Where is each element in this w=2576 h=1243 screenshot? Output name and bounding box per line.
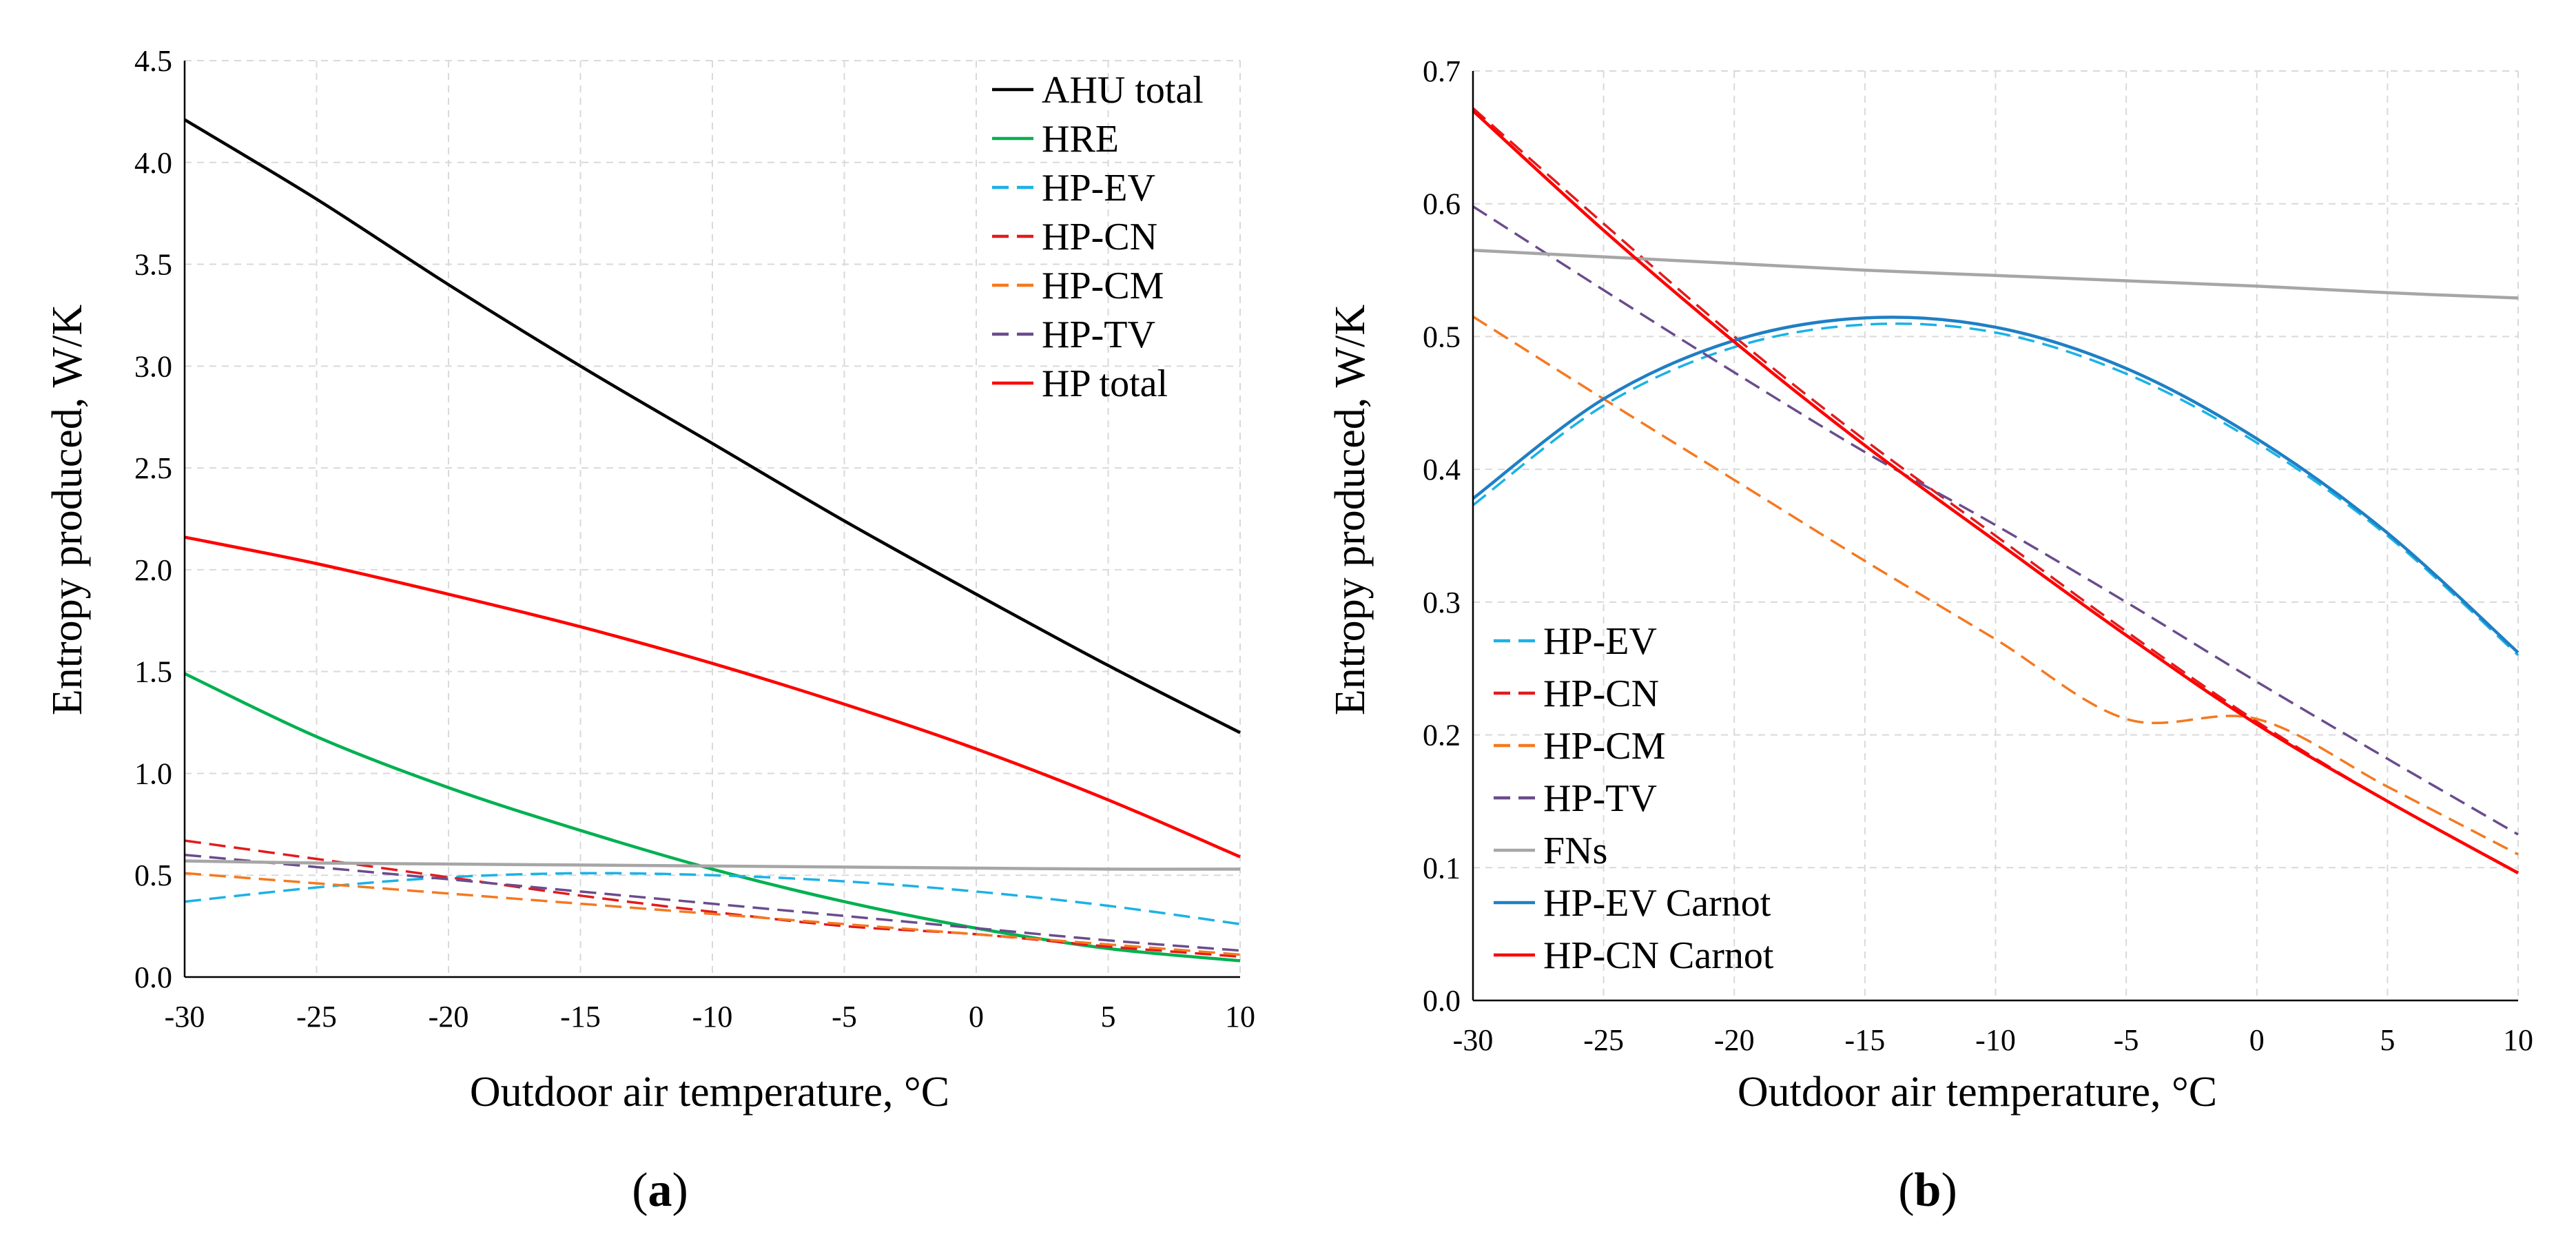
panel-a-x-tick-label: -30 — [165, 1000, 205, 1034]
panel-b-legend-label-fns: FNs — [1543, 830, 1607, 872]
panel-a-caption: (a) — [632, 1164, 688, 1217]
panel-a-y-tick-label: 0.5 — [134, 859, 172, 892]
panel-a-series-fns-line — [184, 859, 1241, 871]
panel-a-y-tick-label: 1.0 — [134, 757, 172, 790]
panel-b-y-tick-label: 0.1 — [1423, 851, 1461, 885]
panel-b-x-tick-labels: -30 -25 -20 -15 -10 -5 0 5 10 — [1453, 1023, 2533, 1057]
panel-b-legend-label-hp-cm: HP-CM — [1543, 725, 1665, 768]
panel-a-legend-label-hp-cn: HP-CN — [1042, 216, 1157, 258]
panel-b-y-tick-label: 0.6 — [1423, 187, 1461, 221]
panel-b-legend-label-hp-ev-carnot: HP-EV Carnot — [1543, 882, 1771, 925]
panel-b-y-tick-label: 0.2 — [1423, 719, 1461, 752]
panel-b-legend-label-hp-tv: HP-TV — [1543, 777, 1657, 820]
panel-a-x-tick-label: -20 — [429, 1000, 469, 1034]
panel-a-x-tick-label: -10 — [692, 1000, 733, 1034]
panel-a-x-tick-label: 0 — [969, 1000, 984, 1034]
panel-a-legend: AHU total HRE HP-EV HP-CN HP-CM HP-TV HP total — [992, 69, 1204, 405]
panel-a-chart: 0.0 0.5 1.0 1.5 2.0 2.5 3.0 3.5 4.0 4.5 -30 -25 -20… — [44, 44, 1255, 1217]
panel-b-series-fns-line — [1472, 248, 2519, 300]
panel-a-x-tick-label: -15 — [560, 1000, 601, 1034]
panel-b-y-tick-label: 0.0 — [1423, 984, 1461, 1018]
panel-b-x-tick-label: -30 — [1453, 1023, 1494, 1057]
panel-a-x-axis-label: Outdoor air temperature, °C — [470, 1069, 949, 1116]
panel-a-x-tick-label: 10 — [1225, 1000, 1255, 1034]
panel-a-series-ahu-total-line — [183, 118, 1241, 734]
panel-b-x-tick-label: 5 — [2380, 1023, 2395, 1057]
panel-a-y-axis-label: Entropy produced, W/K — [44, 305, 91, 716]
panel-b-legend-label-hp-ev: HP-EV — [1543, 620, 1657, 663]
panel-b-legend: HP-EV HP-CN HP-CM HP-TV FNs HP-EV Carnot HP-CN… — [1494, 620, 1774, 977]
panel-a-y-tick-label: 4.0 — [134, 146, 172, 180]
panel-a-x-tick-label: -25 — [296, 1000, 337, 1034]
panel-b-y-tick-label: 0.4 — [1423, 453, 1461, 486]
panel-a-gridlines — [185, 60, 1241, 977]
panel-a-y-tick-label: 1.5 — [134, 655, 172, 689]
panel-a-y-tick-label: 2.5 — [134, 451, 172, 485]
panel-b-x-axis-label: Outdoor air temperature, °C — [1738, 1069, 2217, 1116]
panel-b-series-hp-cn-carnot-line — [1472, 110, 2520, 874]
panel-b-x-tick-label: -5 — [2114, 1023, 2139, 1057]
panel-a-x-tick-label: 5 — [1101, 1000, 1116, 1034]
panel-a-legend-label-hp-total: HP total — [1042, 362, 1168, 405]
panel-b-legend-label-hp-cn-carnot: HP-CN Carnot — [1543, 934, 1774, 977]
panel-a-series-hp-total-line — [184, 535, 1241, 859]
panel-a-y-tick-label: 3.0 — [134, 349, 172, 383]
panel-a-series-hp-cm-line — [184, 872, 1241, 956]
panel-b-y-axis-label: Entropy produced, W/K — [1327, 305, 1374, 716]
panel-a-legend-label-hre: HRE — [1042, 118, 1119, 161]
panel-b-caption: (b) — [1898, 1164, 1957, 1217]
panel-a-legend-label-hp-ev: HP-EV — [1042, 167, 1155, 209]
panel-b-series-hp-cm-line — [1472, 316, 2519, 856]
panel-b-x-tick-label: 10 — [2503, 1023, 2533, 1057]
panel-b-x-tick-label: -10 — [1975, 1023, 2016, 1057]
panel-a-y-tick-labels: 0.0 0.5 1.0 1.5 2.0 2.5 3.0 3.5 4.0 4.5 — [134, 44, 172, 994]
panel-b-chart: 0.0 0.1 0.2 0.3 0.4 0.5 0.6 0.7 -30 -25 -20 -15 -10… — [1327, 54, 2533, 1217]
panel-b-series-group — [1472, 107, 2520, 874]
panel-b-x-tick-label: 0 — [2249, 1023, 2265, 1057]
panel-b-gridlines — [1473, 70, 2519, 1000]
panel-a-series-group — [183, 118, 1241, 963]
panel-a-legend-label-hp-cm: HP-CM — [1042, 265, 1164, 307]
panel-b-legend-label-hp-cn: HP-CN — [1543, 672, 1659, 715]
panel-a-caption-letter: a — [648, 1164, 672, 1217]
panel-a-series-hp-ev-line — [184, 872, 1241, 925]
panel-a-legend-label-hp-tv: HP-TV — [1042, 314, 1155, 356]
panel-a-y-tick-label: 2.0 — [134, 553, 172, 587]
panel-a-legend-label-ahu-total: AHU total — [1042, 69, 1204, 112]
panel-b-y-tick-label: 0.3 — [1423, 586, 1461, 619]
panel-b-caption-letter: b — [1915, 1164, 1941, 1217]
panel-a-y-tick-label: 0.0 — [134, 960, 172, 994]
panel-a-series-hp-tv-line — [184, 853, 1241, 952]
panel-a-y-tick-label: 3.5 — [134, 248, 172, 282]
panel-b-series-hp-ev-carnot-line — [1472, 316, 2520, 654]
panel-b-series-hp-tv-line — [1472, 205, 2519, 836]
panel-a-y-tick-label: 4.5 — [134, 44, 172, 78]
panel-b-x-tick-label: -25 — [1583, 1023, 1624, 1057]
panel-a-x-tick-label: -5 — [832, 1000, 857, 1034]
panel-b-series-hp-ev-line — [1472, 322, 2520, 657]
panel-b-x-tick-label: -15 — [1845, 1023, 1886, 1057]
panel-a-x-tick-labels: -30 -25 -20 -15 -10 -5 0 5 10 — [165, 1000, 1255, 1034]
panel-b-x-tick-label: -20 — [1714, 1023, 1755, 1057]
panel-b-y-tick-label: 0.5 — [1423, 320, 1461, 353]
panel-b-y-tick-label: 0.7 — [1423, 54, 1461, 88]
panel-b-y-tick-labels: 0.0 0.1 0.2 0.3 0.4 0.5 0.6 0.7 — [1423, 54, 1461, 1018]
